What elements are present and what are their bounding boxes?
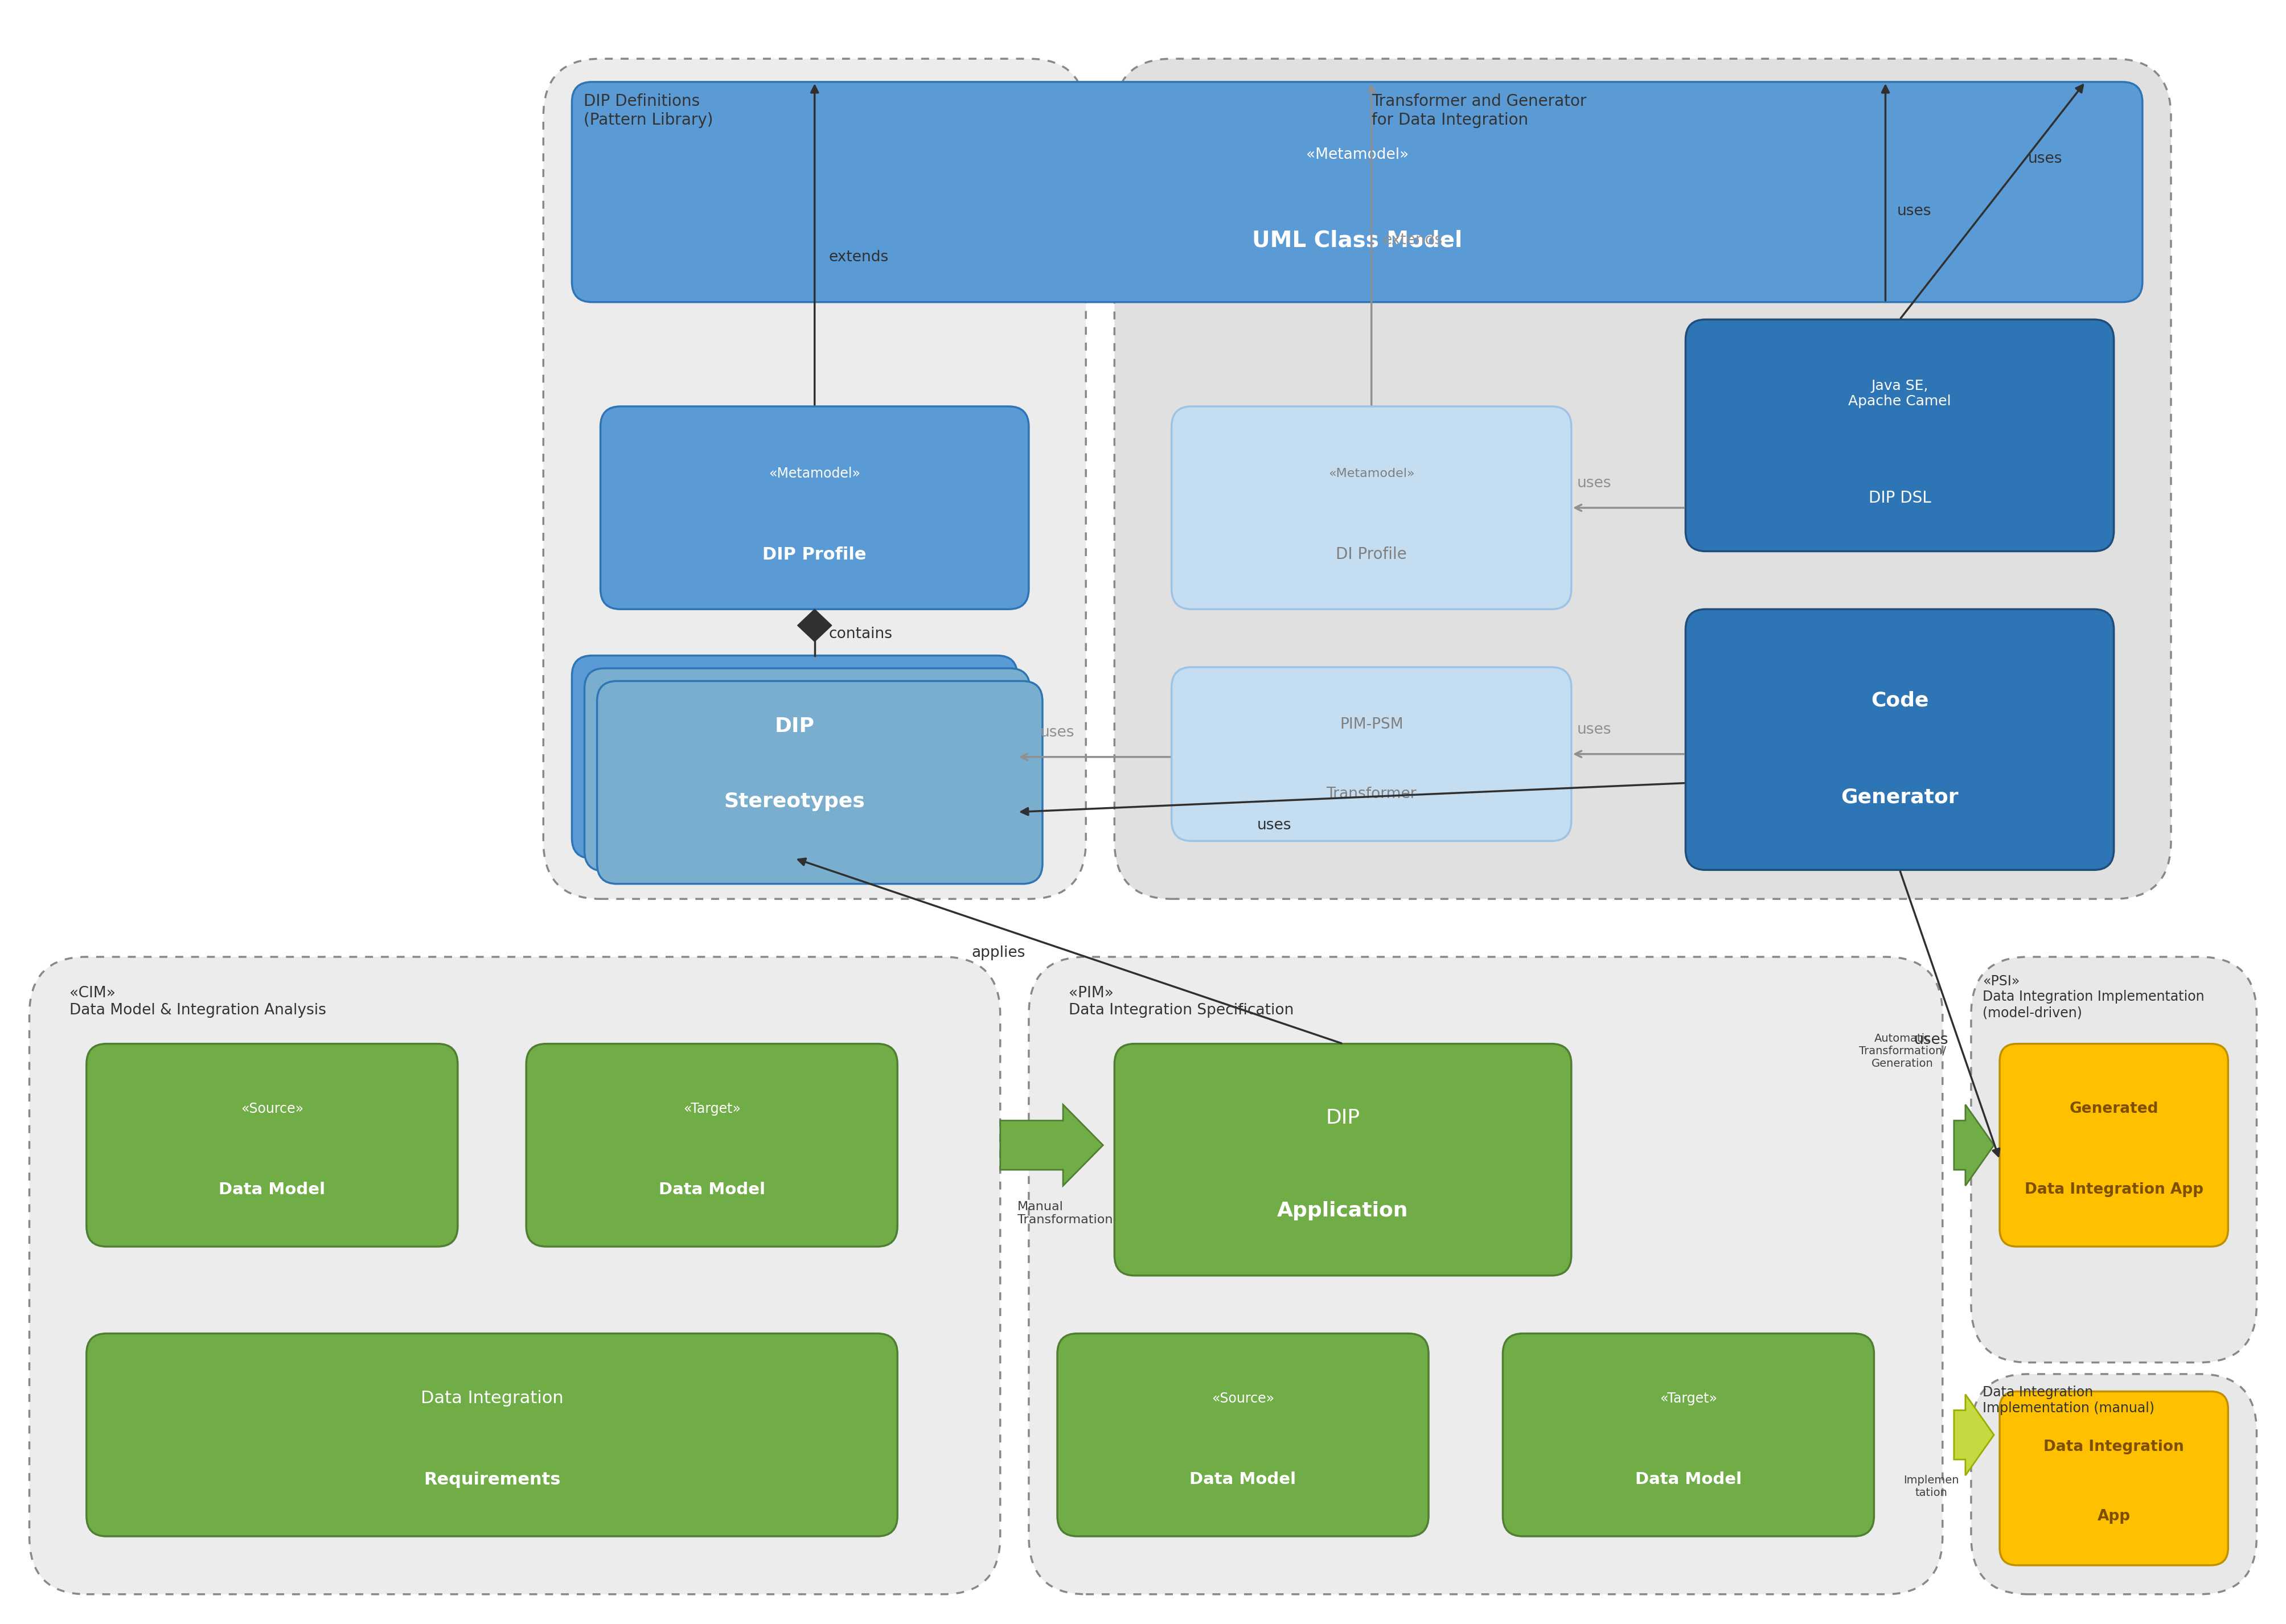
- Text: Data Integration: Data Integration: [2044, 1439, 2183, 1455]
- Text: DIP: DIP: [775, 716, 814, 736]
- FancyBboxPatch shape: [87, 1044, 457, 1247]
- FancyBboxPatch shape: [87, 1333, 898, 1536]
- FancyBboxPatch shape: [601, 406, 1029, 609]
- Text: «Target»: «Target»: [1660, 1392, 1717, 1405]
- Text: Generated: Generated: [2069, 1101, 2158, 1116]
- FancyBboxPatch shape: [1685, 320, 2115, 551]
- FancyBboxPatch shape: [1029, 957, 1943, 1595]
- FancyBboxPatch shape: [544, 58, 1086, 900]
- Polygon shape: [798, 609, 832, 641]
- Text: «Metamodel»: «Metamodel»: [768, 466, 860, 481]
- Text: PIM-PSM: PIM-PSM: [1340, 718, 1404, 732]
- Text: Java SE,
Apache Camel: Java SE, Apache Camel: [1849, 378, 1952, 408]
- Text: Automatic
Transformation/
Generation: Automatic Transformation/ Generation: [1859, 1033, 1945, 1069]
- FancyBboxPatch shape: [1116, 58, 2172, 900]
- Text: «PIM»
Data Integration Specification: «PIM» Data Integration Specification: [1070, 986, 1294, 1018]
- Text: «Source»: «Source»: [240, 1101, 304, 1116]
- FancyBboxPatch shape: [1971, 1374, 2256, 1595]
- FancyBboxPatch shape: [1170, 406, 1570, 609]
- FancyArrow shape: [1955, 1104, 1993, 1186]
- Text: uses: uses: [1257, 818, 1292, 833]
- FancyBboxPatch shape: [2000, 1044, 2229, 1247]
- Text: Requirements: Requirements: [423, 1471, 560, 1488]
- Text: Transformer and Generator
for Data Integration: Transformer and Generator for Data Integ…: [1372, 94, 1586, 128]
- Text: «CIM»
Data Model & Integration Analysis: «CIM» Data Model & Integration Analysis: [69, 986, 327, 1018]
- Text: «Metamodel»: «Metamodel»: [1305, 148, 1408, 162]
- Text: uses: uses: [1577, 476, 1612, 490]
- FancyBboxPatch shape: [2000, 1392, 2229, 1566]
- Text: Implemen
tation: Implemen tation: [1904, 1475, 1959, 1497]
- FancyBboxPatch shape: [572, 81, 2142, 302]
- Text: Code: Code: [1870, 690, 1929, 710]
- Text: Application: Application: [1278, 1202, 1408, 1220]
- FancyBboxPatch shape: [1502, 1333, 1875, 1536]
- FancyBboxPatch shape: [30, 957, 1001, 1595]
- Text: extends: extends: [1383, 232, 1442, 247]
- FancyBboxPatch shape: [1170, 667, 1570, 841]
- FancyBboxPatch shape: [1058, 1333, 1429, 1536]
- Text: Data Model: Data Model: [658, 1182, 766, 1199]
- FancyBboxPatch shape: [572, 656, 1017, 859]
- Text: «Source»: «Source»: [1212, 1392, 1273, 1405]
- Text: uses: uses: [2028, 151, 2062, 166]
- Text: extends: extends: [830, 250, 889, 265]
- FancyBboxPatch shape: [597, 680, 1042, 883]
- FancyBboxPatch shape: [585, 669, 1031, 870]
- Text: Data Integration
Implementation (manual): Data Integration Implementation (manual): [1982, 1385, 2153, 1415]
- Text: «PSI»
Data Integration Implementation
(model-driven): «PSI» Data Integration Implementation (m…: [1982, 974, 2204, 1020]
- Text: applies: applies: [972, 945, 1026, 960]
- Text: App: App: [2096, 1509, 2131, 1523]
- Text: uses: uses: [1577, 723, 1612, 737]
- Text: contains: contains: [830, 627, 892, 641]
- Text: DIP: DIP: [1326, 1108, 1360, 1127]
- Text: Stereotypes: Stereotypes: [725, 793, 864, 812]
- FancyBboxPatch shape: [1116, 1044, 1570, 1275]
- FancyBboxPatch shape: [526, 1044, 898, 1247]
- FancyArrow shape: [1001, 1104, 1104, 1186]
- Text: DIP DSL: DIP DSL: [1868, 490, 1932, 507]
- Text: DIP Definitions
(Pattern Library): DIP Definitions (Pattern Library): [583, 94, 713, 128]
- Text: uses: uses: [1040, 726, 1074, 741]
- FancyBboxPatch shape: [1685, 609, 2115, 870]
- Text: Generator: Generator: [1840, 788, 1959, 807]
- Text: Manual
Transformation: Manual Transformation: [1017, 1202, 1113, 1226]
- Text: uses: uses: [1913, 1033, 1948, 1047]
- Text: «Target»: «Target»: [684, 1101, 741, 1116]
- FancyArrow shape: [1955, 1395, 1993, 1476]
- Text: UML Class Model: UML Class Model: [1253, 229, 1463, 252]
- Text: Transformer: Transformer: [1326, 786, 1417, 801]
- Text: Data Integration App: Data Integration App: [2025, 1182, 2204, 1197]
- Text: Data Integration: Data Integration: [421, 1390, 562, 1406]
- Text: DI Profile: DI Profile: [1335, 546, 1406, 562]
- Text: Data Model: Data Model: [1634, 1471, 1742, 1488]
- Text: DIP Profile: DIP Profile: [764, 546, 866, 562]
- Text: Data Model: Data Model: [219, 1182, 325, 1199]
- FancyBboxPatch shape: [1971, 957, 2256, 1363]
- Text: «Metamodel»: «Metamodel»: [1328, 468, 1415, 479]
- Text: Data Model: Data Model: [1189, 1471, 1296, 1488]
- Text: uses: uses: [1897, 203, 1932, 219]
